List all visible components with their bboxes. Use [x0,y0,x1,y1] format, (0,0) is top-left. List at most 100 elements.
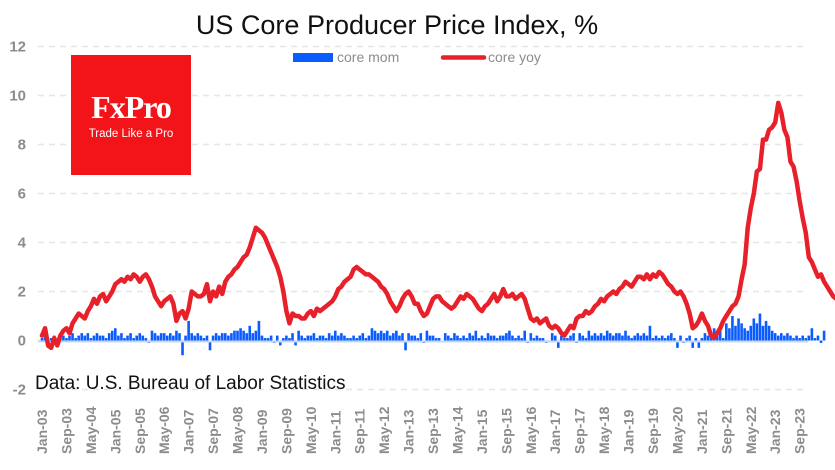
mom-bar [135,335,138,341]
mom-bar [508,330,511,341]
mom-bar [379,330,383,341]
y-tick-label: -2 [13,382,26,399]
mom-bar [798,338,801,341]
mom-bar [450,338,453,341]
mom-bar [340,333,343,341]
mom-bar [483,338,487,341]
mom-bar [468,333,471,341]
mom-bar [459,338,462,341]
mom-bar [492,335,496,341]
mom-bar [456,335,459,341]
mom-bar [560,335,563,341]
mom-bar [425,330,429,341]
mom-bar [419,333,423,341]
mom-bar [68,335,71,341]
mom-bar [395,330,398,341]
x-axis-ticks: Jan-03 Sep-03 May-04 Jan-05 Sep-05 May-06 Jan-… [34,406,808,454]
x-tick-label: Jan-23 [767,409,783,454]
x-tick-label: Jan-15 [474,409,490,454]
mom-bar [813,338,817,341]
mom-bar [581,335,585,341]
mom-bar [660,335,664,341]
mom-bar [392,333,395,341]
logo-brand: FxPro [91,89,172,125]
mom-bar [260,335,264,341]
mom-bar [150,330,154,341]
mom-bar [327,333,331,341]
mom-bar [230,333,233,341]
source-note: Data: U.S. Bureau of Labor Statistics [35,373,346,394]
mom-bar [480,335,484,341]
y-tick-label: 10 [9,88,26,105]
x-tick-label: Sep-21 [718,408,734,454]
mom-bar [511,335,514,341]
mom-bar [792,338,795,341]
mom-bar [474,330,478,341]
mom-bar [358,335,362,341]
mom-bar [132,338,135,341]
chart-title: US Core Producer Price Index, % [196,10,598,40]
mom-bar [349,338,352,341]
x-tick-label: Sep-07 [205,408,221,454]
x-tick-label: Jan-05 [107,409,123,454]
mom-bar [700,338,704,341]
mom-bar [178,333,181,341]
mom-bar [236,330,239,341]
mom-bar [257,320,261,341]
mom-bar [416,338,420,341]
mom-bar [776,335,780,341]
mom-bar [80,333,84,341]
mom-bar [780,333,783,341]
mom-bar [254,330,258,341]
mom-bar [214,333,218,341]
mom-bar [639,335,643,341]
mom-bar [810,328,814,341]
mom-bar [120,333,123,341]
mom-bar [410,335,413,341]
mom-bar [477,338,481,341]
mom-bar [550,333,554,341]
y-axis-ticks: -2 0 2 4 6 8 10 12 [9,39,26,399]
mom-bar [611,335,615,341]
mom-bar [703,333,707,341]
mom-bar [593,333,597,341]
mom-bar [563,338,566,341]
mom-bar [789,335,792,341]
mom-bar [138,333,142,341]
mom-bar [104,338,108,341]
mom-bar [697,340,701,348]
mom-bar [624,330,627,341]
x-tick-label: Jan-21 [694,409,710,454]
mom-bar [190,333,193,341]
mom-bar [688,335,691,341]
mom-bar [630,338,633,341]
x-tick-label: Jan-07 [181,409,197,454]
mom-bar [193,335,197,341]
mom-bar [401,333,404,341]
mom-bar [599,333,603,341]
mom-bar [670,333,673,341]
mom-bar [590,335,594,341]
mom-bar [117,335,120,341]
mom-bar [434,338,438,341]
legend: core mom core yoy [293,49,541,65]
mom-bar [495,338,499,341]
mom-bar [333,330,337,341]
mom-bar [300,335,303,341]
y-tick-label: 12 [9,39,26,56]
mom-bar [324,338,328,341]
x-tick-label: Sep-17 [572,408,588,454]
mom-bar [584,338,588,341]
mom-bar [95,333,99,341]
mom-bar [489,335,493,341]
mom-bar [77,335,80,341]
mom-bar [86,333,90,341]
mom-bars [40,313,826,356]
mom-bar [165,335,169,341]
mom-bar [364,338,368,341]
mom-bar [156,335,160,341]
y-tick-label: 6 [18,186,26,203]
mom-bar [676,340,679,348]
mom-bar [355,338,358,341]
mom-bar [385,330,389,341]
